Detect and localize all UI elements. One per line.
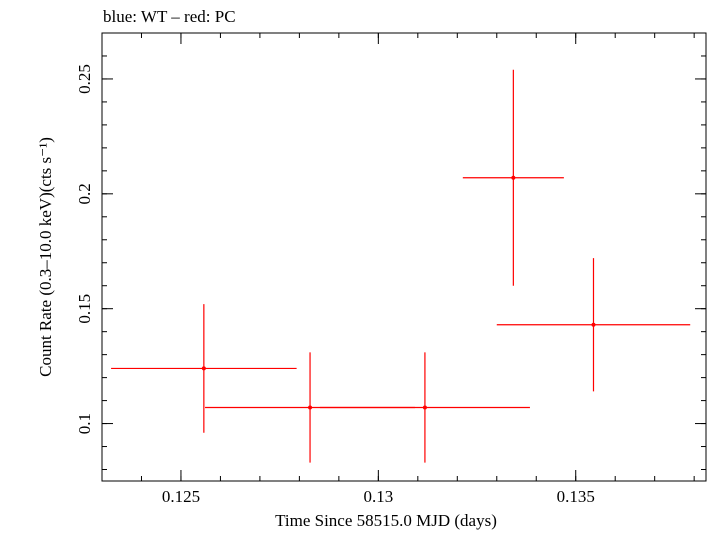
y-tick-label: 0.25	[75, 64, 94, 94]
chart-title: blue: WT – red: PC	[103, 7, 236, 26]
x-tick-label: 0.135	[557, 487, 595, 506]
data-marker	[422, 405, 427, 410]
y-tick-label: 0.1	[75, 413, 94, 434]
data-marker	[308, 405, 313, 410]
data-point	[111, 304, 297, 433]
y-tick-label: 0.2	[75, 183, 94, 204]
y-tick-label: 0.15	[75, 294, 94, 324]
data-point	[462, 69, 564, 286]
x-axis-label: Time Since 58515.0 MJD (days)	[275, 511, 497, 530]
axis-ticks: 0.125 0.13 0.135 0.1 0.15 0.2 0.25	[75, 32, 706, 506]
x-tick-label: 0.125	[162, 487, 200, 506]
data-point	[496, 258, 691, 392]
data-points	[111, 69, 691, 463]
data-marker	[201, 366, 206, 371]
data-marker	[511, 175, 516, 180]
x-tick-label: 0.13	[363, 487, 393, 506]
data-marker	[591, 322, 596, 327]
y-axis-label: Count Rate (0.3–10.0 keV)(cts s⁻¹)	[36, 137, 55, 377]
data-point	[319, 352, 530, 463]
plot-frame	[101, 32, 707, 482]
